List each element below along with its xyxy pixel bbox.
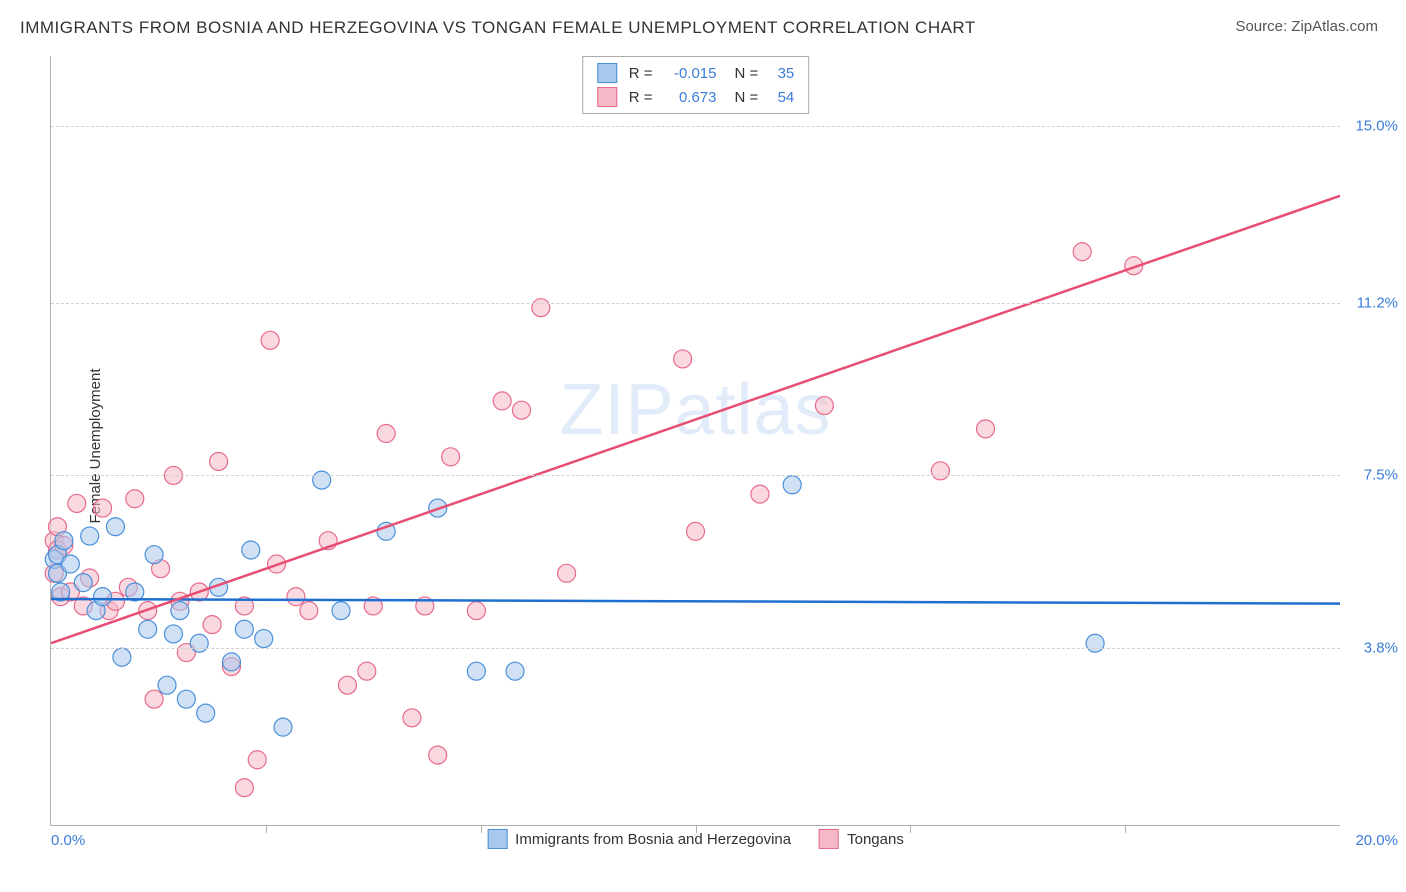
scatter-point-tongans — [429, 746, 447, 764]
scatter-point-tongans — [403, 709, 421, 727]
scatter-point-tongans — [358, 662, 376, 680]
y-axis-tick-label: 15.0% — [1355, 117, 1398, 134]
gridline — [51, 126, 1340, 127]
scatter-point-tongans — [235, 779, 253, 797]
x-axis-tick — [910, 825, 911, 833]
scatter-point-bosnia — [177, 690, 195, 708]
regression-line-tongans — [51, 196, 1340, 643]
scatter-point-bosnia — [74, 574, 92, 592]
source-label: Source: ZipAtlas.com — [1235, 18, 1378, 35]
scatter-point-tongans — [145, 690, 163, 708]
scatter-point-tongans — [512, 401, 530, 419]
scatter-point-tongans — [467, 602, 485, 620]
scatter-point-bosnia — [242, 541, 260, 559]
scatter-point-bosnia — [145, 546, 163, 564]
scatter-point-tongans — [442, 448, 460, 466]
scatter-point-tongans — [300, 602, 318, 620]
scatter-point-tongans — [210, 452, 228, 470]
scatter-point-bosnia — [106, 518, 124, 536]
y-axis-tick-label: 3.8% — [1364, 639, 1398, 656]
scatter-point-tongans — [203, 616, 221, 634]
legend-bottom-label-1: Tongans — [847, 831, 904, 848]
scatter-point-tongans — [493, 392, 511, 410]
x-axis-tick — [481, 825, 482, 833]
scatter-point-bosnia — [255, 630, 273, 648]
scatter-point-tongans — [287, 588, 305, 606]
y-axis-tick-label: 11.2% — [1357, 295, 1398, 312]
scatter-point-tongans — [751, 485, 769, 503]
chart-container: IMMIGRANTS FROM BOSNIA AND HERZEGOVINA V… — [0, 0, 1406, 892]
scatter-point-tongans — [1073, 243, 1091, 261]
scatter-point-bosnia — [139, 620, 157, 638]
scatter-point-tongans — [977, 420, 995, 438]
scatter-point-bosnia — [113, 648, 131, 666]
scatter-point-bosnia — [467, 662, 485, 680]
scatter-point-tongans — [815, 397, 833, 415]
scatter-point-bosnia — [190, 634, 208, 652]
scatter-point-bosnia — [332, 602, 350, 620]
scatter-point-tongans — [338, 676, 356, 694]
legend-bottom-swatch-0 — [487, 829, 507, 849]
gridline — [51, 648, 1340, 649]
gridline — [51, 475, 1340, 476]
scatter-point-bosnia — [1086, 634, 1104, 652]
plot-svg — [51, 56, 1340, 825]
scatter-point-bosnia — [61, 555, 79, 573]
scatter-point-tongans — [931, 462, 949, 480]
scatter-point-bosnia — [506, 662, 524, 680]
x-axis-label-max: 20.0% — [1355, 832, 1398, 849]
scatter-point-tongans — [68, 494, 86, 512]
x-axis-tick — [1125, 825, 1126, 833]
scatter-point-bosnia — [313, 471, 331, 489]
scatter-point-tongans — [558, 564, 576, 582]
y-axis-tick-label: 7.5% — [1364, 467, 1398, 484]
scatter-point-bosnia — [274, 718, 292, 736]
legend-bottom-item-1: Tongans — [819, 829, 904, 849]
scatter-point-tongans — [94, 499, 112, 517]
scatter-point-bosnia — [158, 676, 176, 694]
scatter-point-tongans — [126, 490, 144, 508]
scatter-point-tongans — [532, 299, 550, 317]
scatter-point-bosnia — [171, 602, 189, 620]
plot-area: ZIPatlas R = -0.015 N = 35 R = 0.673 N =… — [50, 56, 1340, 826]
scatter-point-tongans — [687, 522, 705, 540]
scatter-point-bosnia — [235, 620, 253, 638]
x-axis-label-min: 0.0% — [51, 832, 85, 849]
x-axis-tick — [266, 825, 267, 833]
x-axis-tick — [696, 825, 697, 833]
scatter-point-tongans — [377, 425, 395, 443]
scatter-point-bosnia — [197, 704, 215, 722]
scatter-point-bosnia — [222, 653, 240, 671]
legend-bottom-swatch-1 — [819, 829, 839, 849]
chart-title: IMMIGRANTS FROM BOSNIA AND HERZEGOVINA V… — [20, 18, 976, 38]
gridline — [51, 303, 1340, 304]
scatter-point-bosnia — [81, 527, 99, 545]
scatter-point-bosnia — [94, 588, 112, 606]
scatter-point-tongans — [248, 751, 266, 769]
scatter-point-tongans — [674, 350, 692, 368]
scatter-point-bosnia — [164, 625, 182, 643]
scatter-point-bosnia — [783, 476, 801, 494]
scatter-point-tongans — [261, 331, 279, 349]
scatter-point-bosnia — [55, 532, 73, 550]
legend-bottom-label-0: Immigrants from Bosnia and Herzegovina — [515, 831, 791, 848]
legend-bottom-item-0: Immigrants from Bosnia and Herzegovina — [487, 829, 791, 849]
